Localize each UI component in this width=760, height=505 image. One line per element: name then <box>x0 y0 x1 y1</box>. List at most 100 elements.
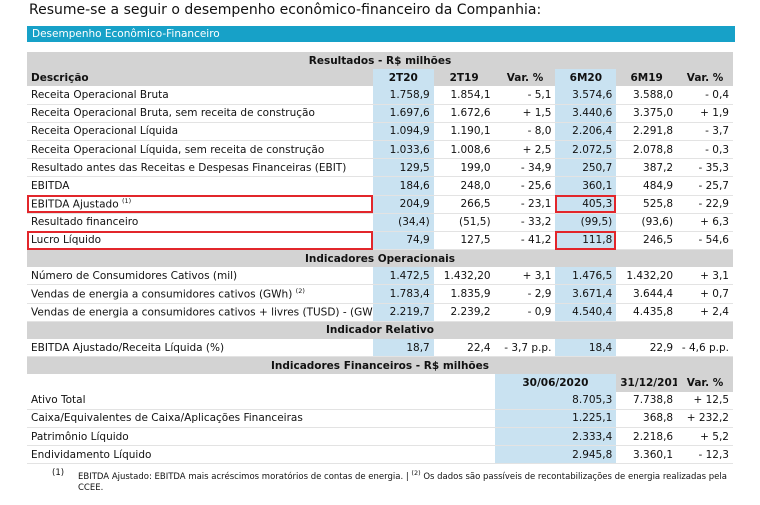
resultados-value: 127,5 <box>433 231 495 251</box>
operacionais-value: 1.835,9 <box>433 284 495 304</box>
resultados-label: EBITDA Ajustado (1) <box>27 195 373 214</box>
operacionais-value: + 3,1 <box>494 267 556 286</box>
resultados-value: 250,7 <box>555 158 617 178</box>
resultados-value: (99,5) <box>555 213 617 232</box>
operacionais-value: 2.219,7 <box>372 303 434 322</box>
performance-table-body: Resultados - R$ milhões Descrição 2T20 2T19… <box>27 52 733 465</box>
relativo-value: - 3,7 p.p. <box>494 339 556 358</box>
resultados-value: 3.375,0 <box>616 104 678 123</box>
financeiros-value: + 5,2 <box>677 427 733 447</box>
resultados-label: Resultado financeiro <box>27 213 373 232</box>
resultados-value: - 0,3 <box>677 140 733 160</box>
performance-table-wrap: Resultados - R$ milhões Descrição 2T20 2T19… <box>27 52 733 465</box>
results-header-row: Descrição 2T20 2T19 Var. % 6M20 6M19 Var. % <box>27 69 733 87</box>
resultados-value: 1.697,6 <box>372 104 434 123</box>
col-header-c4: 6M20 <box>555 69 617 87</box>
relativo-value: 22,9 <box>616 339 678 358</box>
resultados-value: 2.078,8 <box>616 140 678 160</box>
financeiros-value: + 12,5 <box>677 391 733 410</box>
resultados-value: + 1,9 <box>677 104 733 123</box>
section-banner: Desempenho Econômico-Financeiro <box>27 26 735 42</box>
operacionais-value: 1.432,20 <box>616 267 678 286</box>
operacionais-value: + 0,7 <box>677 284 733 304</box>
operacionais-label-text: Número de Consumidores Cativos (mil) <box>31 269 238 282</box>
financeiros-value: 3.360,1 <box>616 445 678 465</box>
operacionais-label-text: Vendas de energia a consumidores cativos… <box>31 288 293 301</box>
resultados-value: 1.008,6 <box>433 140 495 160</box>
section-resultados-title: Resultados - R$ milhões <box>27 52 733 70</box>
resultados-value: 3.440,6 <box>555 104 617 123</box>
section-relativo: Indicador Relativo <box>27 321 733 339</box>
relativo-label-text: EBITDA Ajustado/Receita Líquida (%) <box>31 341 225 354</box>
operacionais-row: Número de Consumidores Cativos (mil) 1.47… <box>27 267 733 286</box>
resultados-value: - 0,4 <box>677 86 733 105</box>
resultados-value: 3.574,6 <box>555 86 617 105</box>
resultados-value: + 1,5 <box>494 104 556 123</box>
resultados-value: 2.072,5 <box>555 140 617 160</box>
operacionais-value: 1.783,4 <box>372 284 434 304</box>
operacionais-value: - 0,9 <box>494 303 556 322</box>
financeiros-value: - 12,3 <box>677 445 733 465</box>
resultados-value: 74,9 <box>372 231 434 251</box>
section-operacionais: Indicadores Operacionais <box>27 249 733 268</box>
col-header-date-2: 31/12/2019 <box>616 374 678 392</box>
resultados-row: Receita Operacional Líquida 1.094,9 1.190,… <box>27 122 733 141</box>
financeiros-value: 2.945,8 <box>494 445 617 465</box>
resultados-value: 129,5 <box>372 158 434 178</box>
relativo-value: 18,7 <box>372 339 434 358</box>
resultados-value: 360,1 <box>555 176 617 196</box>
resultados-row: Receita Operacional Bruta, sem receita d… <box>27 104 733 123</box>
col-header-c1: 2T20 <box>372 69 434 87</box>
resultados-row: EBITDA Ajustado (1) 204,9 266,5- 23,1 405,3… <box>27 195 733 214</box>
relativo-value: 18,4 <box>555 339 617 358</box>
financeiros-row: Endividamento Líquido 2.945,8 3.360,1- 12,… <box>27 445 733 465</box>
financeiros-value: 2.218,6 <box>616 427 678 447</box>
resultados-label: Lucro Líquido <box>27 231 373 251</box>
footnote-sup-2: (2) <box>411 469 421 477</box>
col-header-c3: Var. % <box>494 69 556 87</box>
relativo-row: EBITDA Ajustado/Receita Líquida (%) 18,7 2… <box>27 339 733 358</box>
resultados-value: 1.190,1 <box>433 122 495 141</box>
financeiros-value: 368,8 <box>616 409 678 428</box>
relativo-value: 22,4 <box>433 339 495 358</box>
operacionais-value: 4.435,8 <box>616 303 678 322</box>
resultados-value: - 33,2 <box>494 213 556 232</box>
financeiros-value: 8.705,3 <box>494 391 617 410</box>
footnote-text-2: Os dados são passíveis de recontabilizaç… <box>78 471 727 493</box>
operacionais-value: + 2,4 <box>677 303 733 322</box>
operacionais-label: Vendas de energia a consumidores cativos… <box>27 284 373 304</box>
resultados-value: - 5,1 <box>494 86 556 105</box>
footnote-text-1: EBITDA Ajustado: EBITDA mais acréscimos … <box>78 471 409 482</box>
resultados-value: 2.206,4 <box>555 122 617 141</box>
resultados-row: Lucro Líquido 74,9 127,5- 41,2 111,8 246,5- … <box>27 231 733 251</box>
operacionais-label: Vendas de energia a consumidores cativos… <box>27 303 373 322</box>
resultados-value: 484,9 <box>616 176 678 196</box>
resultados-value: - 35,3 <box>677 158 733 178</box>
resultados-label: Receita Operacional Líquida <box>27 122 373 141</box>
col-header-date-1: 30/06/2020 <box>494 374 617 392</box>
resultados-value: 525,8 <box>616 195 678 214</box>
operacionais-value: 3.644,4 <box>616 284 678 304</box>
operacionais-value: 4.540,4 <box>555 303 617 322</box>
operacionais-value: 1.432,20 <box>433 267 495 286</box>
financeiros-label: Patrimônio Líquido <box>27 427 495 447</box>
resultados-row: Resultado antes das Receitas e Despesas … <box>27 158 733 178</box>
section-relativo-title: Indicador Relativo <box>27 321 733 339</box>
resultados-row: EBITDA 184,6 248,0- 25,6 360,1 484,9- 25,7 <box>27 176 733 196</box>
operacionais-label: Número de Consumidores Cativos (mil) <box>27 267 373 286</box>
operacionais-label-text: Vendas de energia a consumidores cativos… <box>31 306 373 319</box>
resultados-value: 1.033,6 <box>372 140 434 160</box>
footnote: (1) EBITDA Ajustado: EBITDA mais acrésci… <box>52 468 732 494</box>
operacionais-value: 3.671,4 <box>555 284 617 304</box>
resultados-value: - 41,2 <box>494 231 556 251</box>
resultados-value: + 6,3 <box>677 213 733 232</box>
resultados-label-text: EBITDA <box>31 179 70 192</box>
resultados-value: 246,5 <box>616 231 678 251</box>
intro-text: Resume-se a seguir o desempenho econômic… <box>29 2 542 18</box>
resultados-value: - 34,9 <box>494 158 556 178</box>
resultados-value: (51,5) <box>433 213 495 232</box>
section-operacionais-title: Indicadores Operacionais <box>27 249 733 268</box>
financeiros-label: Ativo Total <box>27 391 495 410</box>
resultados-value: (93,6) <box>616 213 678 232</box>
resultados-label: Resultado antes das Receitas e Despesas … <box>27 158 373 178</box>
